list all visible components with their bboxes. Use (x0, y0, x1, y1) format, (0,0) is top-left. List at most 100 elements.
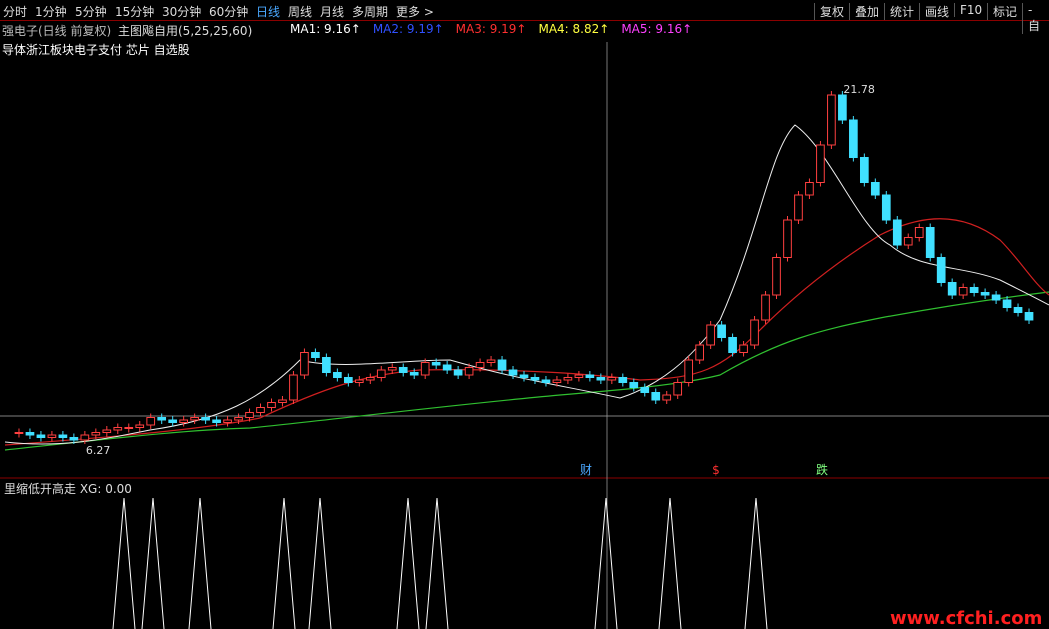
candle (80, 434, 90, 441)
toolbar-button[interactable]: 标记 (987, 3, 1022, 20)
ma-label: MA2: 9.19↑ (372, 22, 444, 36)
candle (651, 392, 661, 401)
candle (69, 437, 79, 441)
candle (728, 337, 737, 353)
candle (25, 432, 35, 436)
candle (596, 377, 606, 381)
candle (508, 369, 518, 376)
candle (717, 324, 726, 338)
period-tab[interactable]: 15分钟 (115, 5, 155, 19)
period-tab[interactable]: 5分钟 (75, 5, 107, 19)
period-tab[interactable]: 1分钟 (35, 5, 67, 19)
candle (343, 377, 353, 383)
candle (157, 417, 167, 421)
candle (1024, 312, 1034, 321)
candle (1013, 307, 1023, 313)
candle (618, 377, 628, 383)
period-tab[interactable]: 月线 (320, 5, 345, 19)
toolbar-button[interactable]: 统计 (884, 3, 919, 20)
candle (223, 419, 232, 423)
candle (102, 429, 112, 433)
candle (420, 362, 430, 376)
candle (168, 419, 178, 423)
sectors: 导体浙江板块电子支付 芯片 自选股 (2, 43, 190, 57)
ma-legend: MA1: 9.16↑ MA2: 9.19↑ MA3: 9.19↑ MA4: 8.82↑… (290, 22, 704, 36)
toolbar-button[interactable]: F10 (954, 3, 987, 17)
candle (552, 379, 562, 383)
annotation: $ (712, 463, 720, 477)
candle (475, 362, 485, 368)
ma-label: MA1: 9.16↑ (290, 22, 361, 36)
candle (794, 194, 803, 221)
toolbar-button[interactable]: 叠加 (849, 3, 884, 20)
low-label: 6.27 (86, 444, 111, 457)
candle (892, 219, 902, 246)
toolbar: 分时 1分钟 5分钟 15分钟 30分钟 60分钟 日线 周线 月线 多周期 更多 > -自 标记 F10… (0, 0, 1049, 34)
period-tab[interactable]: 周线 (288, 5, 313, 19)
candle (409, 372, 419, 376)
candle (333, 372, 342, 378)
toolbar-button[interactable]: -自 (1022, 3, 1049, 34)
candle (881, 194, 891, 221)
candle (805, 182, 814, 196)
candle (827, 94, 836, 146)
candle (980, 292, 990, 296)
candle (706, 324, 715, 346)
period-tab[interactable]: 多周期 (352, 5, 389, 19)
sub-chart-label: 里缩低开高走 XG: 0.00 (4, 482, 132, 496)
candle (124, 427, 134, 429)
high-label: 21.78 (843, 83, 875, 96)
candle (563, 377, 573, 381)
toolbar-button[interactable]: 复权 (814, 3, 849, 20)
candle (673, 382, 683, 396)
candle (212, 419, 221, 423)
candle (135, 424, 145, 428)
period-tab[interactable]: 更多 > (396, 5, 434, 19)
period-tab[interactable]: 60分钟 (209, 5, 249, 19)
candle (849, 119, 858, 158)
candle (662, 394, 672, 401)
candle (387, 367, 397, 371)
candle (398, 367, 408, 373)
candle (541, 379, 551, 383)
period-tab[interactable]: 日线 (256, 5, 281, 19)
candle (816, 144, 825, 183)
candle (431, 362, 441, 366)
candle (903, 237, 913, 246)
candle (278, 399, 287, 403)
candle (234, 417, 243, 421)
toolbar-button[interactable]: 画线 (919, 3, 954, 20)
candle (947, 282, 957, 296)
indicator-name[interactable]: 主图飚自用(5,25,25,60) (118, 24, 253, 38)
candle (958, 287, 968, 296)
candle (925, 227, 935, 258)
candle (256, 407, 265, 413)
candle (1002, 299, 1012, 308)
annotation: 财 (580, 463, 592, 477)
candle (442, 364, 452, 371)
candle (530, 377, 540, 381)
candle (969, 287, 979, 293)
candle (179, 419, 189, 423)
annotation: 跌 (816, 462, 828, 477)
candle (739, 344, 748, 353)
candle (47, 434, 57, 438)
candle (300, 352, 309, 376)
period-tab[interactable]: 分时 (3, 5, 28, 19)
candle (113, 427, 123, 431)
candle (870, 182, 880, 196)
candle (267, 402, 276, 408)
candle (936, 257, 946, 283)
period-tab[interactable]: 30分钟 (162, 5, 202, 19)
ma-line (4, 124, 1049, 445)
ma-label: MA5: 9.16↑ (621, 22, 693, 36)
candle (453, 369, 463, 376)
candle (640, 387, 650, 393)
candle (838, 94, 847, 121)
candle (289, 374, 298, 401)
candle (146, 417, 156, 426)
candle (91, 432, 101, 436)
candle (365, 377, 375, 381)
candle (486, 359, 496, 363)
